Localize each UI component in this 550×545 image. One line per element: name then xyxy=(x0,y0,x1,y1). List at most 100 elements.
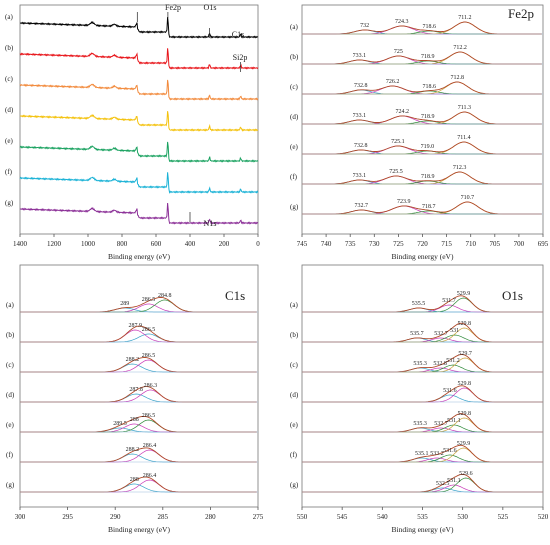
peak-label: 286.3 xyxy=(144,383,158,389)
peak-label: 723.9 xyxy=(397,199,411,205)
peak-label: 289 xyxy=(120,301,129,307)
peak-label: 288 xyxy=(130,477,139,483)
peak-label: 532.8 xyxy=(433,361,447,367)
fit-component xyxy=(20,393,257,403)
x-tick-label: 535 xyxy=(417,513,428,521)
plot-frame xyxy=(19,4,259,235)
fit-component xyxy=(302,457,543,463)
peak-label: 531.2 xyxy=(446,358,460,364)
fit-component xyxy=(20,427,257,433)
peak-label: 529.9 xyxy=(457,291,471,297)
sample-label: (b) xyxy=(6,331,15,339)
survey-panel: 1400 1200 1000 800 600 400 200 0 Binding energy … xyxy=(5,3,260,261)
peak-label: 288 xyxy=(130,417,139,423)
peak-label: 719.0 xyxy=(421,144,435,150)
x-tick-label: 275 xyxy=(253,513,264,521)
sample-label: (d) xyxy=(290,391,299,399)
peak-label: 732.8 xyxy=(354,83,368,89)
x-tick-label: 720 xyxy=(417,240,428,248)
x-tick-label: 540 xyxy=(377,513,388,521)
peak-label: 733.1 xyxy=(353,173,367,179)
sample-label: (c) xyxy=(290,83,298,91)
peak-label: 711.4 xyxy=(457,135,470,141)
fit-component xyxy=(20,333,257,343)
peak-label: 529.7 xyxy=(458,351,472,357)
fit-envelope xyxy=(20,297,257,313)
fit-component xyxy=(302,457,543,463)
panel-title: Fe2p xyxy=(508,6,534,21)
peak-label: 718.6 xyxy=(422,84,436,90)
x-tick-label: 745 xyxy=(297,240,308,248)
sample-label: (b) xyxy=(5,44,14,52)
x-tick-label: 0 xyxy=(256,240,260,248)
peak-annotation: C1s xyxy=(232,30,244,39)
sample-label: (f) xyxy=(290,451,298,459)
sample-label: (g) xyxy=(290,481,299,489)
survey-curve xyxy=(19,79,259,101)
x-axis-label: Binding energy (eV) xyxy=(392,525,454,534)
peak-label: 531.1 xyxy=(447,418,461,424)
peak-label: 711.3 xyxy=(458,105,471,111)
peak-label: 710.7 xyxy=(461,195,475,201)
fit-component xyxy=(302,484,543,493)
fit-component xyxy=(20,483,257,493)
sample-label: (g) xyxy=(290,203,299,211)
sample-label: (f) xyxy=(6,451,14,459)
x-tick-label: 300 xyxy=(15,513,26,521)
sample-label: (f) xyxy=(5,168,13,176)
x-tick-label: 280 xyxy=(205,513,216,521)
survey-curve xyxy=(19,202,259,225)
peak-label: 733.1 xyxy=(353,53,367,59)
peak-label: 532.5 xyxy=(436,481,450,487)
x-tick-label: 600 xyxy=(151,240,162,248)
x-axis-label: Binding energy (eV) xyxy=(108,525,170,534)
x-tick-label: 520 xyxy=(538,513,549,521)
x-tick-label: 530 xyxy=(457,513,468,521)
sample-label: (b) xyxy=(290,53,299,61)
peak-label: 286.5 xyxy=(142,413,156,419)
peak-label: 529.8 xyxy=(458,321,472,327)
peak-label: 284.8 xyxy=(158,293,172,299)
c1s-panel: 300 295 290 285 280 275 Binding energy (eV) C1s… xyxy=(6,264,264,534)
peak-label: 288.2 xyxy=(126,357,140,363)
peak-label: 531.7 xyxy=(442,298,456,304)
peak-label: 535.5 xyxy=(412,301,426,307)
peak-label: 535.7 xyxy=(410,331,424,337)
peak-label: 531 xyxy=(450,328,459,334)
sample-label: (e) xyxy=(290,421,298,429)
x-tick-label: 700 xyxy=(514,240,525,248)
sample-label: (b) xyxy=(290,331,299,339)
peak-annotation: O1s xyxy=(204,3,217,12)
survey-curve xyxy=(19,172,259,194)
peak-label: 529.8 xyxy=(458,411,472,417)
fit-envelope xyxy=(302,385,543,403)
sample-label: (e) xyxy=(290,143,298,151)
peak-label: 288.2 xyxy=(126,447,140,453)
fit-component xyxy=(302,394,543,403)
sample-label: (c) xyxy=(5,75,13,83)
peak-label: 725 xyxy=(394,49,403,55)
peak-label: 724.3 xyxy=(395,19,409,25)
x-axis-label: Binding energy (eV) xyxy=(392,252,454,261)
x-tick-label: 200 xyxy=(219,240,230,248)
fit-component xyxy=(302,427,543,433)
peak-label: 535.3 xyxy=(413,421,427,427)
peak-label: 531.1 xyxy=(447,478,461,484)
fit-component xyxy=(302,477,543,493)
peak-label: 726.2 xyxy=(386,79,400,85)
fe2p-panel: 745 740 735 730 725 720 715 710 705 700 695 Binding… xyxy=(290,4,549,261)
x-tick-label: 735 xyxy=(345,240,356,248)
sample-label: (a) xyxy=(5,13,13,21)
peak-label: 725.1 xyxy=(391,139,405,145)
peak-label: 718.9 xyxy=(421,54,435,60)
x-tick-label: 705 xyxy=(490,240,501,248)
x-tick-label: 800 xyxy=(117,240,128,248)
x-tick-label: 710 xyxy=(465,240,476,248)
peak-label: 718.6 xyxy=(422,24,436,30)
peak-annotation: N1s xyxy=(204,219,217,228)
x-tick-label: 1000 xyxy=(81,240,96,248)
peak-label: 718.9 xyxy=(421,114,435,120)
sample-label: (c) xyxy=(6,361,14,369)
peak-label: 732 xyxy=(360,23,369,29)
survey-curve xyxy=(19,141,259,163)
